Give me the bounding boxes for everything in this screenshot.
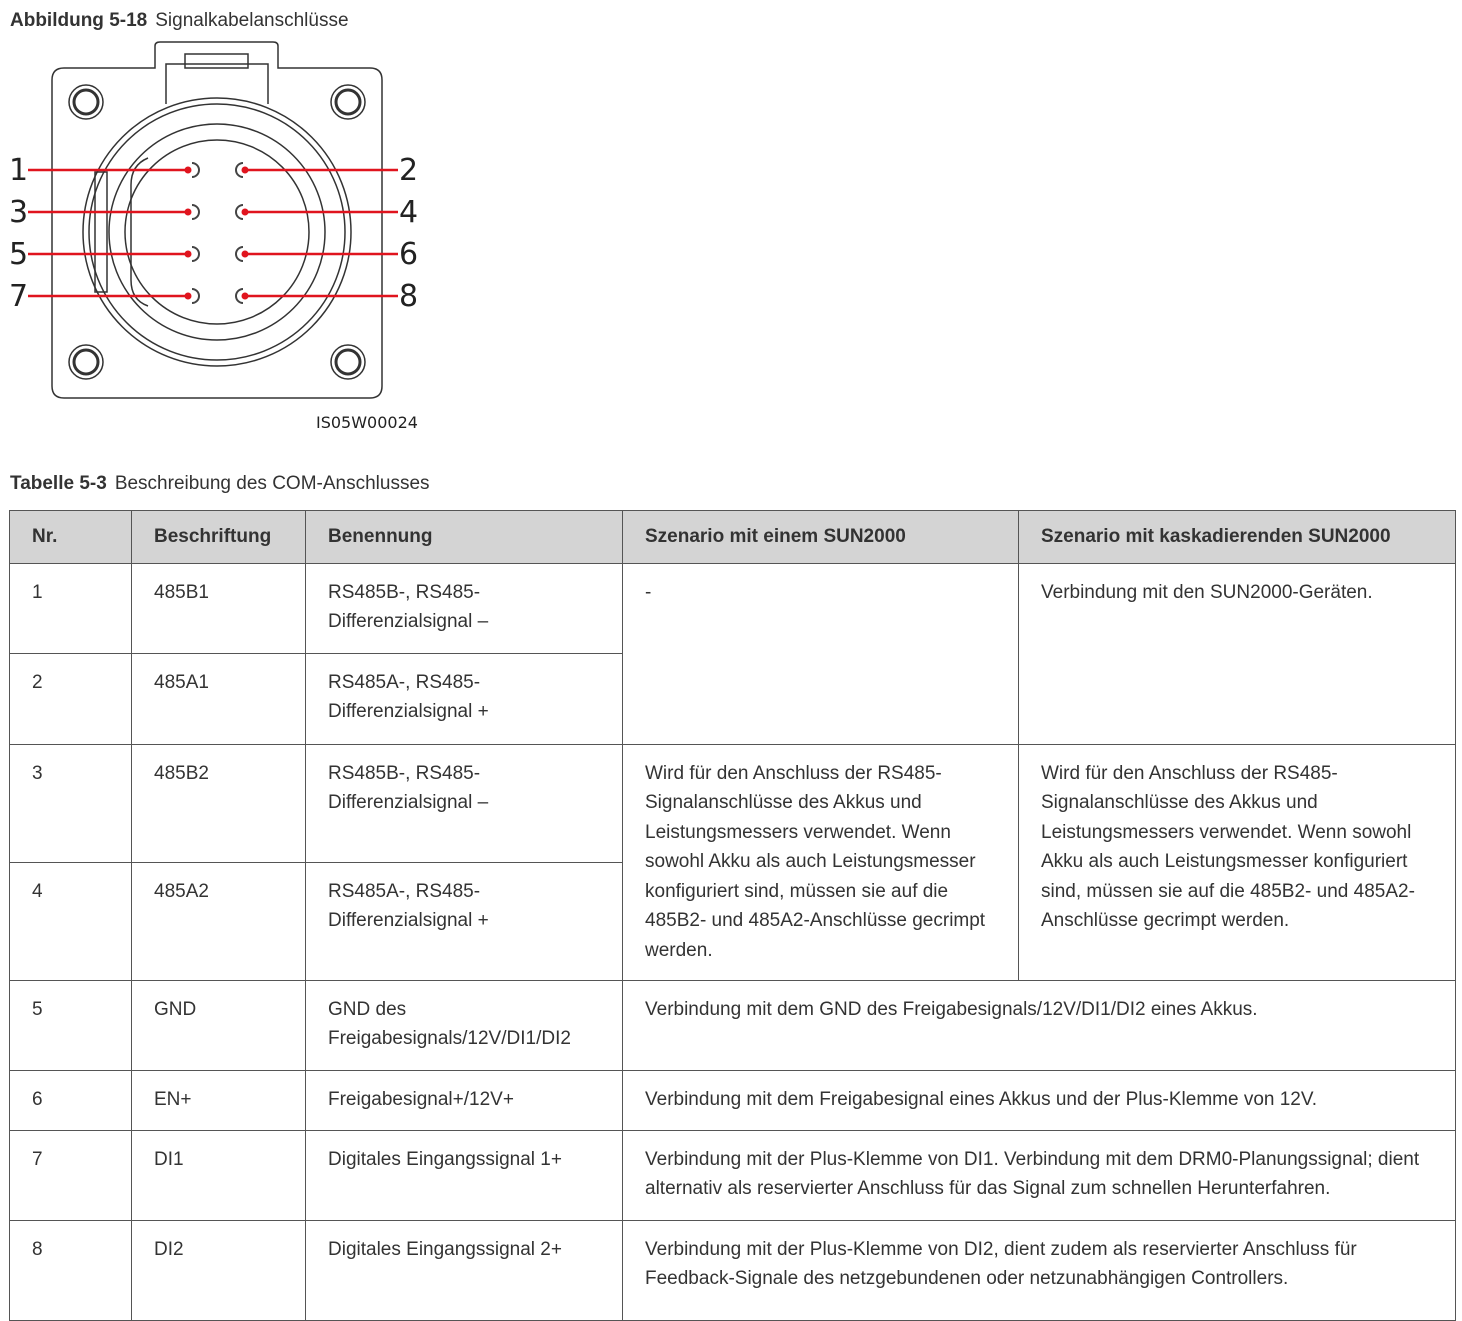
cell-nr: 2 (9, 652, 132, 745)
pin-socket-icon (191, 288, 200, 304)
cell-nr: 7 (9, 1129, 132, 1221)
cell-name: GND des Freigabesignals/12V/DI1/DI2 (305, 979, 623, 1071)
pin-number: 6 (399, 237, 418, 272)
cell-name: RS485A-, RS485-Differenzialsignal + (305, 652, 623, 745)
pin-number: 2 (399, 153, 418, 188)
table-row: 7 DI1 Digitales Eingangssignal 1+ Verbin… (9, 1129, 1456, 1221)
cell-nr: 8 (9, 1219, 132, 1321)
pin-number: 1 (9, 153, 28, 188)
pin-number: 3 (9, 195, 28, 230)
pin-number: 5 (9, 237, 28, 272)
com-port-table: Nr. Beschriftung Benennung Szenario mit … (9, 510, 1456, 1321)
pin-dot (241, 292, 249, 300)
table-header-row: Nr. Beschriftung Benennung Szenario mit … (9, 510, 1456, 564)
cell-nr: 4 (9, 861, 132, 981)
cell-cascade: Wird für den Anschluss der RS485-Signala… (1018, 743, 1456, 981)
table-row: 3 485B2 RS485B-, RS485-Differenzialsigna… (9, 743, 1456, 981)
cell-name: RS485B-, RS485-Differenzialsignal – (305, 743, 623, 863)
cell-name: Freigabesignal+/12V+ (305, 1069, 623, 1131)
pin-socket-icon (235, 162, 244, 178)
cell-label: DI1 (131, 1129, 306, 1221)
pin-dot (184, 250, 192, 258)
cell-nr: 5 (9, 979, 132, 1071)
cell-nr: 6 (9, 1069, 132, 1131)
cell-name: Digitales Eingangssignal 2+ (305, 1219, 623, 1321)
table-row: 2 485A1 RS485A-, RS485-Differenzialsigna… (9, 652, 1456, 745)
cell-single: Wird für den Anschluss der RS485-Signala… (622, 743, 1019, 981)
pin-number: 4 (399, 195, 418, 230)
figure-caption: Abbildung 5-18 Signalkabelanschlüsse (10, 10, 349, 31)
cell-label: GND (131, 979, 306, 1071)
cell-label: EN+ (131, 1069, 306, 1131)
pin-socket-icon (191, 162, 200, 178)
cell-nr: 3 (9, 743, 132, 863)
header-nr: Nr. (9, 510, 132, 564)
cell-name: RS485A-, RS485-Differenzialsignal + (305, 861, 623, 981)
pin-dot (241, 250, 249, 258)
cell-label: DI2 (131, 1219, 306, 1321)
pin-dot (184, 166, 192, 174)
pin-socket-icon (235, 246, 244, 262)
pin-dot (241, 166, 249, 174)
cell-scenario: Verbindung mit der Plus-Klemme von DI1. … (622, 1129, 1456, 1221)
cell-scenario: Verbindung mit der Plus-Klemme von DI2, … (622, 1219, 1456, 1321)
header-label: Beschriftung (131, 510, 306, 564)
header-cascade: Szenario mit kaskadierenden SUN2000 (1018, 510, 1456, 564)
pin-dot (184, 208, 192, 216)
cell-name: Digitales Eingangssignal 1+ (305, 1129, 623, 1221)
cell-nr: 1 (9, 562, 132, 654)
header-single: Szenario mit einem SUN2000 (622, 510, 1019, 564)
table-row: 8 DI2 Digitales Eingangssignal 2+ Verbin… (9, 1219, 1456, 1321)
com-connector-diagram: 1 2 3 4 5 6 7 8 (9, 41, 418, 399)
table-row: 6 EN+ Freigabesignal+/12V+ Verbindung mi… (9, 1069, 1456, 1131)
pin-dot (241, 208, 249, 216)
cell-single: - (622, 562, 1019, 745)
table-caption: Tabelle 5-3 Beschreibung des COM-Anschlus… (10, 473, 430, 494)
cell-name: RS485B-, RS485-Differenzialsignal – (305, 562, 623, 654)
pin-dot (184, 292, 192, 300)
cell-cascade: Verbindung mit den SUN2000-Geräten. (1018, 562, 1456, 745)
cell-label: 485B1 (131, 562, 306, 654)
cell-scenario: Verbindung mit dem GND des Freigabesigna… (622, 979, 1456, 1071)
figure-code: IS05W00024 (316, 413, 418, 432)
cell-label: 485A1 (131, 652, 306, 745)
pin-socket-icon (191, 204, 200, 220)
header-name: Benennung (305, 510, 623, 564)
pin-socket-icon (191, 246, 200, 262)
cell-scenario: Verbindung mit dem Freigabesignal eines … (622, 1069, 1456, 1131)
table-row: 4 485A2 RS485A-, RS485-Differenzialsigna… (9, 861, 1456, 981)
pin-number: 7 (9, 279, 28, 314)
pin-socket-icon (235, 288, 244, 304)
pin-number: 8 (399, 279, 418, 314)
cell-label: 485A2 (131, 861, 306, 981)
pin-socket-icon (235, 204, 244, 220)
cell-label: 485B2 (131, 743, 306, 863)
table-row: 5 GND GND des Freigabesignals/12V/DI1/DI… (9, 979, 1456, 1071)
table-row: 1 485B1 RS485B-, RS485-Differenzialsigna… (9, 562, 1456, 745)
